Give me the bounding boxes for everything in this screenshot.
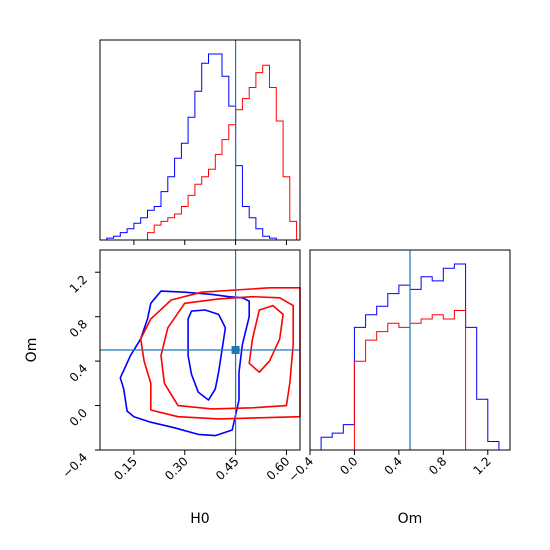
h0-tick-label-0: 0.15 (111, 454, 140, 483)
h0-tick-label-1: 0.30 (162, 454, 191, 483)
contour-panel: 0.15 0.30 0.45 0.60 −0.40.00.40.81.2 H0 Om (24, 249, 301, 527)
hist-h0-series-0 (106, 53, 297, 241)
om-ytick-label-1: 0.0 (67, 406, 90, 429)
contour-outer-0 (119, 290, 250, 437)
y-axis-label-om: Om (24, 338, 40, 363)
hist-om-frame (309, 249, 511, 451)
contour-core-4 (248, 304, 284, 374)
hist-om-panel: −0.4 0.0 0.4 0.8 1.2 Om (286, 249, 511, 527)
om-ytick-label-2: 0.4 (67, 361, 90, 384)
contour-inner-3 (160, 295, 295, 410)
om-xtick-label-0: −0.4 (286, 454, 317, 485)
om-xtick-label-2: 0.4 (382, 454, 405, 477)
om-xtick-label-4: 1.2 (470, 454, 493, 477)
contour-frame (99, 249, 301, 451)
truth-marker (231, 346, 240, 354)
h0-tick-label-2: 0.45 (213, 454, 242, 483)
om-xtick-label-3: 0.8 (426, 454, 449, 477)
om-xtick-label-1: 0.0 (337, 454, 360, 477)
hist-h0-frame (99, 39, 301, 241)
x-axis-label-h0: H0 (190, 511, 209, 527)
contour-outer-2 (139, 286, 301, 420)
om-ytick-label-3: 0.8 (67, 317, 90, 340)
om-ytick-label-0: −0.4 (60, 450, 91, 481)
om-ytick-label-4: 1.2 (67, 272, 90, 295)
hist-h0-series-1 (106, 64, 298, 241)
x-axis-label-om: Om (398, 511, 423, 527)
contour-inner-1 (187, 309, 227, 401)
hist-h0-panel (99, 39, 301, 245)
